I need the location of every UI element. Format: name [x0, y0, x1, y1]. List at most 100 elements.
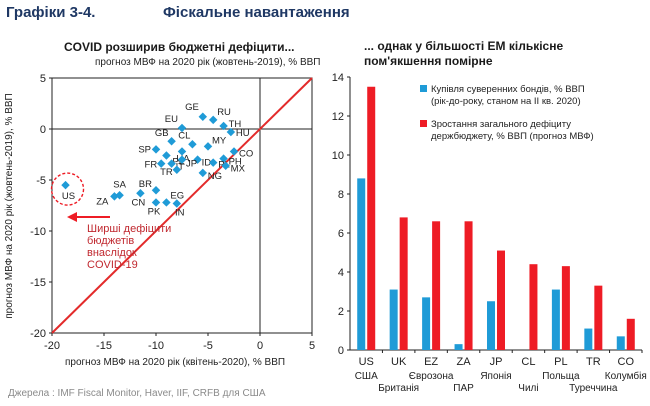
- bar-y-tick-label: 10: [332, 150, 344, 162]
- scatter-point-mx: [221, 161, 230, 170]
- source-note: Джерела : IMF Fiscal Monitor, Haver, IIF…: [8, 388, 266, 399]
- scatter-point-label-fr: FR: [145, 160, 158, 171]
- scatter-y-tick-label: -10: [30, 226, 46, 238]
- scatter-point-label-pe: PE: [172, 157, 185, 168]
- scatter-point-label-ph: PH: [229, 157, 242, 168]
- figure-label: Графіки 3-4.: [6, 4, 96, 21]
- bar-category-code: JP: [490, 356, 503, 368]
- scatter-point-label-cn: CN: [132, 197, 146, 208]
- bar-y-tick-label: 2: [338, 306, 344, 318]
- left-chart-subtitle: COVID розширив бюджетні дефіцити...: [64, 40, 295, 54]
- scatter-point-label-eg: EG: [170, 190, 184, 201]
- bar-category-name: Колумбія: [605, 370, 647, 382]
- scatter-point-jp: [177, 155, 187, 164]
- scatter-point-label-hu: HU: [236, 128, 250, 139]
- us-highlight-circle: [50, 172, 85, 206]
- scatter-y-tick-label: 0: [40, 124, 46, 136]
- legend-swatch-series-2: [420, 120, 427, 127]
- scatter-point-label-sa: SA: [113, 179, 126, 190]
- bar-category-code: CL: [521, 356, 535, 368]
- scatter-point-cl: [188, 140, 197, 149]
- bar-za-series-1: [454, 344, 463, 350]
- scatter-point-label-us: US: [62, 191, 75, 202]
- bar-category-code: UK: [391, 356, 407, 368]
- scatter-y-axis-label: прогноз МВФ на 2020 рік (жовтень-2019), …: [4, 93, 15, 319]
- annotation-arrow-head: [67, 212, 77, 222]
- bar-co-series-1: [616, 336, 625, 350]
- scatter-point-id: [193, 155, 202, 164]
- bar-category-code: TR: [586, 356, 601, 368]
- legend-text-series-1: Купівля суверенних бондів, % ВВП: [431, 84, 585, 95]
- scatter-point-label-cl: CL: [178, 130, 190, 141]
- scatter-point-ge: [198, 112, 208, 122]
- scatter-plot-frame: [51, 77, 313, 334]
- scatter-y-tick-label: -20: [30, 328, 46, 340]
- bar-category-code: PL: [554, 356, 567, 368]
- bar-jp-series-2: [497, 250, 505, 350]
- scatter-point-label-eu: EU: [165, 114, 178, 125]
- scatter-x-tick-label: 0: [257, 340, 263, 352]
- scatter-point-label-ru: RU: [217, 107, 231, 118]
- legend-swatch-series-1: [420, 85, 427, 92]
- right-chart-subtitle: ... однак у більшості ЕМ кількісне пом'я…: [364, 39, 563, 69]
- bar-y-tick-label: 8: [338, 189, 344, 201]
- scatter-x-axis-label: прогноз МВФ на 2020 рік (квітень-2020), …: [65, 357, 285, 368]
- scatter-point-label-sp: SP: [138, 144, 151, 155]
- scatter-point-label-gb: GB: [155, 128, 169, 139]
- bar-category-code: CO: [618, 356, 635, 368]
- scatter-point-br: [151, 185, 161, 195]
- scatter-x-tick-label: 5: [309, 340, 315, 352]
- bar-category-name: Японія: [480, 371, 511, 382]
- bar-tr-series-1: [584, 328, 593, 350]
- annotation-text-line: внаслідок: [87, 247, 137, 259]
- scatter-point-label-co: CO: [239, 148, 253, 159]
- legend-text-series-1: (рік-до-року, станом на ІІ кв. 2020): [431, 96, 581, 107]
- bar-pl-series-1: [551, 289, 560, 350]
- scatter-point-sp: [151, 145, 161, 154]
- bar-y-tick-label: 12: [332, 111, 344, 123]
- bar-pl-series-2: [561, 266, 570, 350]
- scatter-point-fr: [156, 159, 166, 168]
- annotation-text-line: Ширші дефіцити: [87, 223, 171, 235]
- bar-y-tick-label: 6: [338, 228, 344, 240]
- bar-cl-series-2: [529, 264, 538, 350]
- scatter-point-label-ng: NG: [208, 171, 222, 182]
- scatter-point-za: [110, 192, 119, 201]
- bar-co-series-2: [626, 318, 635, 350]
- scatter-point-label-tr: TR: [160, 167, 173, 178]
- scatter-y-tick-label: 5: [40, 73, 46, 85]
- annotation-text-line: COVID-19: [87, 259, 138, 271]
- scatter-y-tick-label: -15: [30, 277, 46, 289]
- right-subtitle-line-1: ... однак у більшості ЕМ кількісне: [364, 39, 564, 53]
- scatter-x-tick-label: -15: [96, 340, 112, 352]
- bar-y-tick-label: 0: [338, 345, 344, 357]
- scatter-point-label-ge: GE: [185, 102, 199, 113]
- bar-category-code: US: [359, 356, 374, 368]
- scatter-point-eg: [162, 198, 171, 207]
- bar-category-name: ПАР: [453, 383, 474, 394]
- scatter-point-my: [203, 142, 213, 151]
- bar-category-name: Єврозона: [409, 371, 454, 382]
- scatter-x-tick-label: -10: [148, 340, 164, 352]
- scatter-point-ua: [177, 147, 187, 156]
- scatter-point-it: [167, 159, 176, 168]
- scatter-point-label-mx: MX: [231, 164, 246, 175]
- scatter-point-pk: [151, 198, 161, 207]
- scatter-point-hu: [226, 127, 236, 137]
- bar-category-code: ZA: [457, 356, 472, 368]
- bar-ez-series-1: [422, 297, 431, 350]
- scatter-point-label-th: TH: [229, 119, 242, 130]
- bar-us-series-1: [357, 178, 366, 350]
- bar-category-name: Туреччина: [569, 383, 618, 394]
- scatter-point-label-it: IT: [176, 162, 185, 173]
- scatter-point-eu: [177, 123, 187, 133]
- bar-jp-series-1: [487, 301, 495, 350]
- bar-category-name: Польща: [542, 371, 580, 382]
- scatter-point-label-in: IN: [175, 207, 185, 218]
- scatter-point-label-jp: JP: [186, 159, 197, 170]
- scatter-point-ru: [208, 115, 218, 125]
- scatter-point-cn: [136, 189, 145, 198]
- scatter-point-label-id: ID: [202, 158, 212, 169]
